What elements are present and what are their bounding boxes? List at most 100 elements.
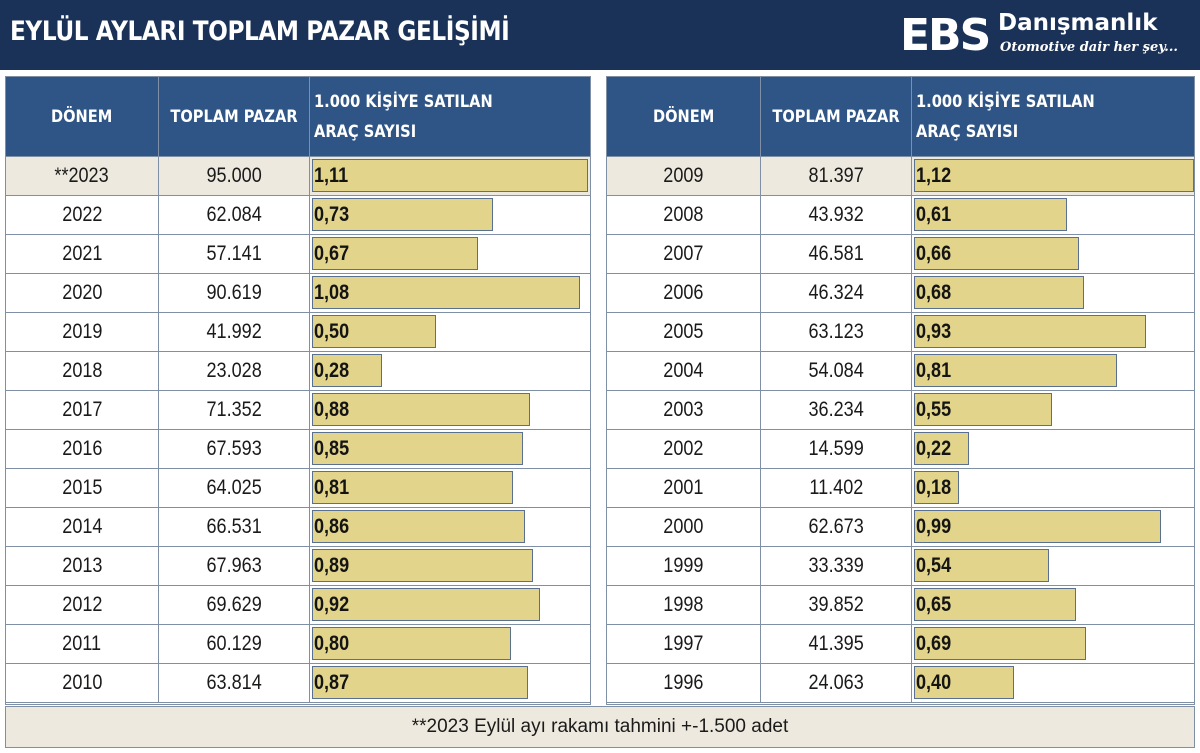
period-cell: 2008 bbox=[607, 196, 761, 234]
total-cell: 60.129 bbox=[159, 625, 310, 663]
rate-label: 1,08 bbox=[314, 281, 350, 304]
rate-bar bbox=[312, 549, 533, 582]
total-cell: 11.402 bbox=[761, 469, 912, 507]
rate-label: 0,61 bbox=[916, 203, 952, 226]
period-cell: 2013 bbox=[6, 547, 159, 585]
total-cell: 33.339 bbox=[761, 547, 912, 585]
rate-bar bbox=[312, 393, 530, 426]
column-header-total: TOPLAM PAZAR bbox=[761, 77, 912, 156]
rate-bar bbox=[312, 510, 525, 543]
rate-bar bbox=[914, 393, 1052, 426]
column-header-rate: 1.000 KİŞİYE SATILAN ARAÇ SAYISI bbox=[916, 91, 1095, 142]
table-row: 2013 67.963 0,89 bbox=[6, 547, 590, 586]
total-cell: 41.395 bbox=[761, 625, 912, 663]
rate-label: 1,12 bbox=[916, 164, 952, 187]
table-header: DÖNEM TOPLAM PAZAR 1.000 KİŞİYE SATILAN … bbox=[6, 77, 590, 157]
rate-bar bbox=[312, 627, 511, 660]
rate-label: 0,81 bbox=[314, 476, 350, 499]
rate-label: 0,80 bbox=[314, 632, 350, 655]
total-cell: 36.234 bbox=[761, 391, 912, 429]
rate-bar bbox=[312, 198, 493, 231]
table-row: 2004 54.084 0,81 bbox=[607, 352, 1194, 391]
period-cell: 2022 bbox=[6, 196, 159, 234]
period-cell: 2015 bbox=[6, 469, 159, 507]
footnote: **2023 Eylül ayı rakamı tahmini +-1.500 … bbox=[5, 706, 1195, 748]
total-cell: 41.992 bbox=[159, 313, 310, 351]
table-row: 2016 67.593 0,85 bbox=[6, 430, 590, 469]
page-title: EYLÜL AYLARI TOPLAM PAZAR GELİŞİMİ bbox=[10, 16, 510, 47]
period-cell: 2019 bbox=[6, 313, 159, 351]
total-cell: 95.000 bbox=[159, 157, 310, 195]
rate-label: 0,66 bbox=[916, 242, 952, 265]
title-bar: EYLÜL AYLARI TOPLAM PAZAR GELİŞİMİ EBS D… bbox=[0, 0, 1200, 70]
table-row: 2017 71.352 0,88 bbox=[6, 391, 590, 430]
column-header-total: TOPLAM PAZAR bbox=[159, 77, 310, 156]
total-cell: 66.531 bbox=[159, 508, 310, 546]
total-cell: 63.123 bbox=[761, 313, 912, 351]
rate-label: 0,92 bbox=[314, 593, 350, 616]
total-cell: 69.629 bbox=[159, 586, 310, 624]
total-cell: 62.084 bbox=[159, 196, 310, 234]
table-row: 2019 41.992 0,50 bbox=[6, 313, 590, 352]
table-row: 2011 60.129 0,80 bbox=[6, 625, 590, 664]
period-cell: 2012 bbox=[6, 586, 159, 624]
total-cell: 64.025 bbox=[159, 469, 310, 507]
total-cell: 81.397 bbox=[761, 157, 912, 195]
total-cell: 24.063 bbox=[761, 664, 912, 702]
rate-label: 0,68 bbox=[916, 281, 952, 304]
rate-label: 0,73 bbox=[314, 203, 350, 226]
rate-label: 0,89 bbox=[314, 554, 350, 577]
period-cell: 2005 bbox=[607, 313, 761, 351]
period-cell: 2017 bbox=[6, 391, 159, 429]
total-cell: 90.619 bbox=[159, 274, 310, 312]
period-cell: 2007 bbox=[607, 235, 761, 273]
table-row: **2023 95.000 1,11 bbox=[6, 157, 590, 196]
table-row: 1997 41.395 0,69 bbox=[607, 625, 1194, 664]
rate-label: 0,69 bbox=[916, 632, 952, 655]
table-row: 2009 81.397 1,12 bbox=[607, 157, 1194, 196]
column-header-period: DÖNEM bbox=[607, 77, 761, 156]
period-cell: 2016 bbox=[6, 430, 159, 468]
rate-bar bbox=[914, 237, 1079, 270]
period-cell: 2002 bbox=[607, 430, 761, 468]
rate-label: 1,11 bbox=[314, 164, 349, 187]
rate-bar bbox=[312, 666, 528, 699]
table-row: 2010 63.814 0,87 bbox=[6, 664, 590, 703]
table-row: 2006 46.324 0,68 bbox=[607, 274, 1194, 313]
table-row: 2000 62.673 0,99 bbox=[607, 508, 1194, 547]
table-row: 2021 57.141 0,67 bbox=[6, 235, 590, 274]
period-cell: 2009 bbox=[607, 157, 761, 195]
column-header-rate: 1.000 KİŞİYE SATILAN ARAÇ SAYISI bbox=[314, 91, 493, 142]
column-header-period: DÖNEM bbox=[6, 77, 159, 156]
rate-label: 0,87 bbox=[314, 671, 350, 694]
rate-bar bbox=[312, 432, 523, 465]
table-row: 2020 90.619 1,08 bbox=[6, 274, 590, 313]
total-cell: 54.084 bbox=[761, 352, 912, 390]
table-row: 1999 33.339 0,54 bbox=[607, 547, 1194, 586]
table-row: 2022 62.084 0,73 bbox=[6, 196, 590, 235]
rate-label: 0,18 bbox=[916, 476, 952, 499]
rate-bar bbox=[914, 588, 1076, 621]
rate-label: 0,22 bbox=[916, 437, 952, 460]
rate-label: 0,65 bbox=[916, 593, 952, 616]
table-row: 2014 66.531 0,86 bbox=[6, 508, 590, 547]
period-cell: 2018 bbox=[6, 352, 159, 390]
rate-label: 0,93 bbox=[916, 320, 952, 343]
period-cell: 2011 bbox=[6, 625, 159, 663]
period-cell: 2000 bbox=[607, 508, 761, 546]
period-cell: 2004 bbox=[607, 352, 761, 390]
period-cell: 2021 bbox=[6, 235, 159, 273]
period-cell: 2003 bbox=[607, 391, 761, 429]
rate-bar bbox=[914, 627, 1086, 660]
period-cell: 2001 bbox=[607, 469, 761, 507]
rate-label: 0,54 bbox=[916, 554, 952, 577]
rate-bar bbox=[312, 588, 540, 621]
rate-bar bbox=[914, 354, 1117, 387]
total-cell: 46.581 bbox=[761, 235, 912, 273]
total-cell: 43.932 bbox=[761, 196, 912, 234]
table-row: 2005 63.123 0,93 bbox=[607, 313, 1194, 352]
period-cell: 1996 bbox=[607, 664, 761, 702]
rate-bar bbox=[914, 159, 1194, 192]
logo-name: Danışmanlık bbox=[998, 10, 1158, 36]
rate-label: 0,67 bbox=[314, 242, 350, 265]
